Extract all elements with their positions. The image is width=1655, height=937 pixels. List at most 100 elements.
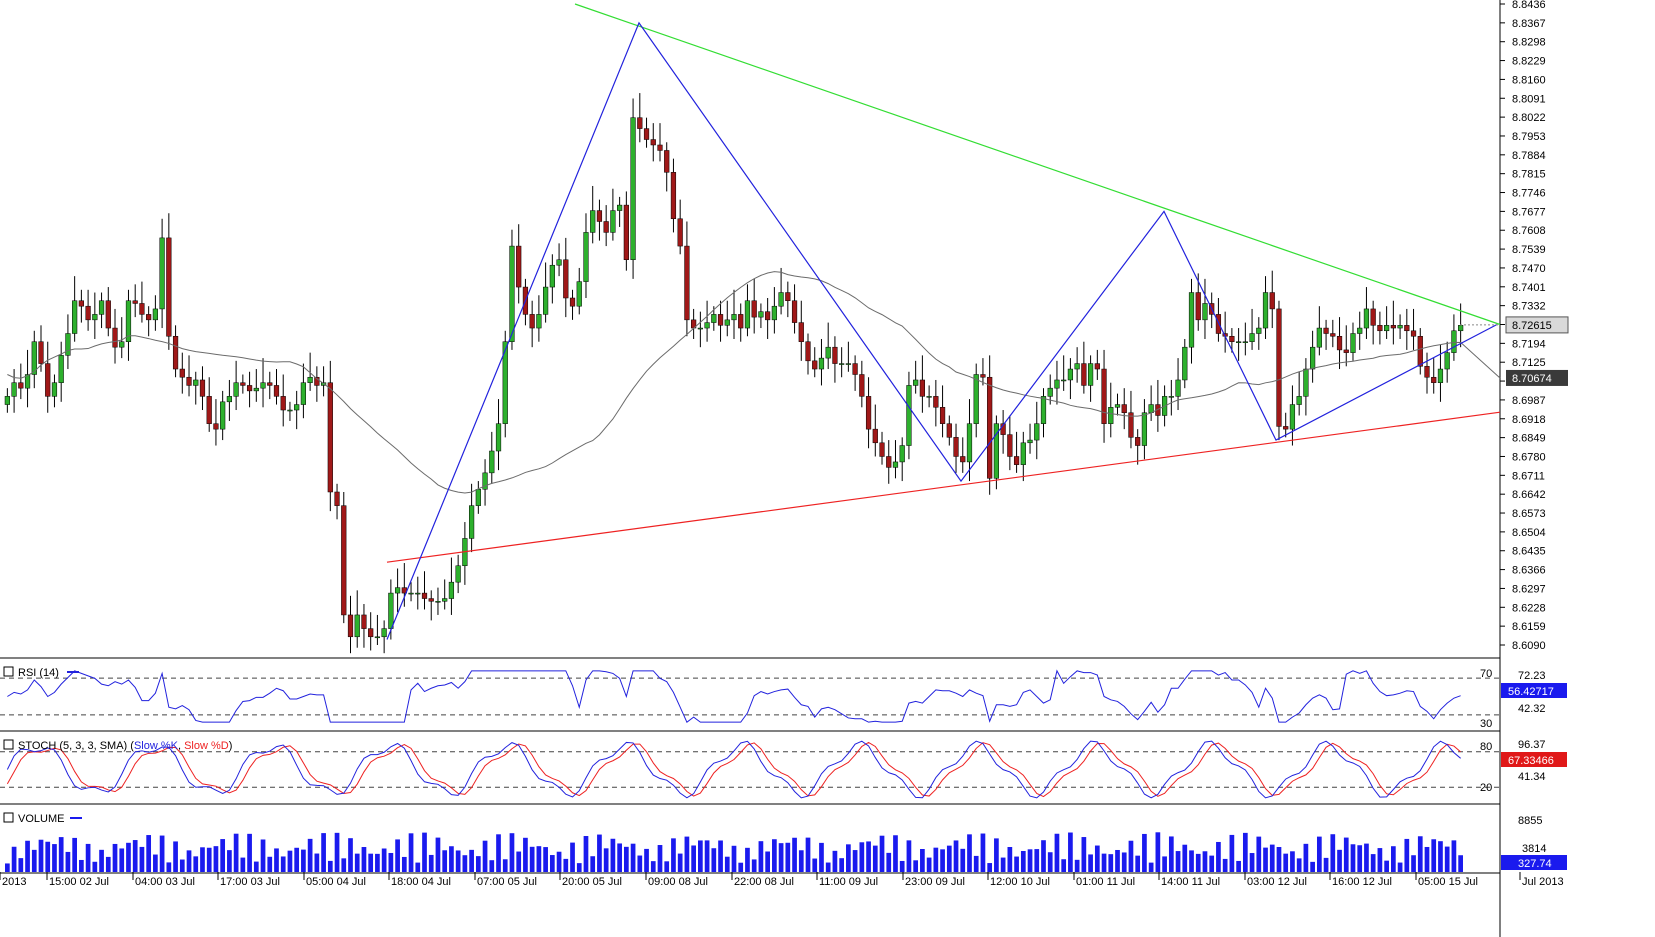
volume-bar	[1202, 851, 1208, 872]
volume-bar	[186, 850, 192, 872]
candle	[1289, 404, 1296, 430]
volume-bar	[751, 859, 757, 872]
candle	[758, 311, 764, 318]
volume-bar	[1269, 844, 1275, 872]
volume-bar	[139, 846, 145, 872]
volume-bar	[1209, 855, 1215, 872]
resistance-trendline	[574, 3, 1501, 326]
volume-bar	[1384, 860, 1389, 872]
volume-bar	[220, 839, 226, 872]
candle	[751, 300, 757, 318]
candle	[1363, 308, 1370, 329]
volume-bar	[637, 855, 643, 872]
volume-panel: VOLUME 8855 3814 327.74	[3, 812, 1567, 872]
volume-bar	[536, 846, 542, 872]
stoch-title-close: )	[229, 740, 233, 752]
candle	[347, 614, 354, 638]
volume-bar	[650, 861, 656, 872]
candle	[1135, 437, 1141, 446]
volume-bar	[1411, 855, 1416, 872]
candle	[489, 450, 495, 474]
candle	[314, 376, 320, 386]
time-tick-label: 15:00 02 Jul	[49, 876, 109, 888]
candle	[307, 376, 313, 383]
candle	[455, 565, 461, 583]
volume-bar	[18, 858, 24, 872]
volume-bar	[1128, 840, 1134, 872]
stoch-d-line	[6, 741, 1461, 798]
volume-bar	[99, 849, 104, 872]
time-tick-label: 09:00 08 Jul	[648, 876, 708, 888]
candle	[1296, 396, 1302, 405]
volume-bar	[691, 845, 696, 872]
volume-bar	[253, 861, 259, 872]
volume-bar	[408, 833, 414, 872]
candle	[670, 172, 677, 220]
volume-bar	[1000, 857, 1006, 872]
volume-toggle-icon[interactable]	[3, 812, 14, 823]
volume-bar	[79, 859, 84, 872]
volume-bar	[523, 837, 528, 872]
candle	[1047, 387, 1053, 397]
volume-current-box	[1501, 855, 1567, 870]
volume-bar	[509, 833, 515, 872]
stoch-toggle-icon[interactable]	[3, 739, 14, 750]
candle	[448, 581, 455, 599]
candle	[610, 210, 616, 233]
volume-bar	[435, 837, 441, 872]
candle	[738, 314, 744, 329]
time-tick-label: 14:00 11 Jul	[1161, 876, 1220, 888]
volume-bar	[846, 844, 851, 872]
volume-bar	[469, 849, 474, 872]
time-tick-label: 17:00 03 Jul	[220, 876, 280, 888]
rsi-level-low-label: 30	[1480, 718, 1492, 730]
volume-bar	[913, 860, 919, 872]
stoch-title: STOCH (5, 3, 3, SMA) (Slow %K, Slow %D)	[18, 740, 232, 752]
candle	[1437, 368, 1444, 383]
candle	[1128, 412, 1134, 438]
candle	[24, 374, 31, 389]
candle	[18, 382, 24, 389]
volume-bar	[25, 840, 30, 872]
volume-bar	[785, 842, 791, 872]
candle	[1067, 368, 1074, 381]
volume-bar	[496, 834, 501, 872]
volume-current-label: 327.74	[1518, 858, 1552, 870]
volume-bar	[482, 840, 488, 872]
candle	[246, 385, 253, 392]
candle	[119, 341, 125, 348]
volume-bar	[247, 833, 252, 872]
candle	[987, 376, 993, 479]
volume-bar	[58, 837, 64, 872]
candle	[253, 387, 259, 392]
candle	[1108, 407, 1114, 424]
volume-bar	[704, 840, 710, 872]
volume-bar	[1061, 859, 1067, 872]
volume-bar	[475, 856, 481, 872]
volume-bar	[617, 843, 622, 872]
volume-bar	[825, 862, 831, 872]
rsi-current-label: 56.42717	[1508, 686, 1554, 698]
volume-bar	[872, 845, 878, 872]
candle	[381, 628, 387, 638]
price-tick-label: 8.8022	[1512, 112, 1546, 124]
candle	[1081, 363, 1087, 386]
volume-bar	[724, 856, 730, 872]
candle	[1195, 292, 1201, 321]
candle	[152, 308, 158, 321]
rsi-toggle-icon[interactable]	[3, 666, 14, 677]
price-tick-label: 8.8298	[1512, 37, 1546, 49]
candle	[765, 311, 771, 321]
volume-bar	[274, 848, 279, 872]
candle	[206, 396, 212, 424]
candle	[583, 232, 589, 282]
candle	[879, 442, 885, 457]
candle	[939, 407, 946, 424]
volume-bar	[906, 840, 912, 872]
candle	[132, 300, 138, 304]
volume-bar	[994, 838, 999, 872]
price-tick-label: 8.8436	[1512, 0, 1546, 11]
volume-title: VOLUME	[18, 813, 64, 825]
candle	[341, 505, 347, 616]
